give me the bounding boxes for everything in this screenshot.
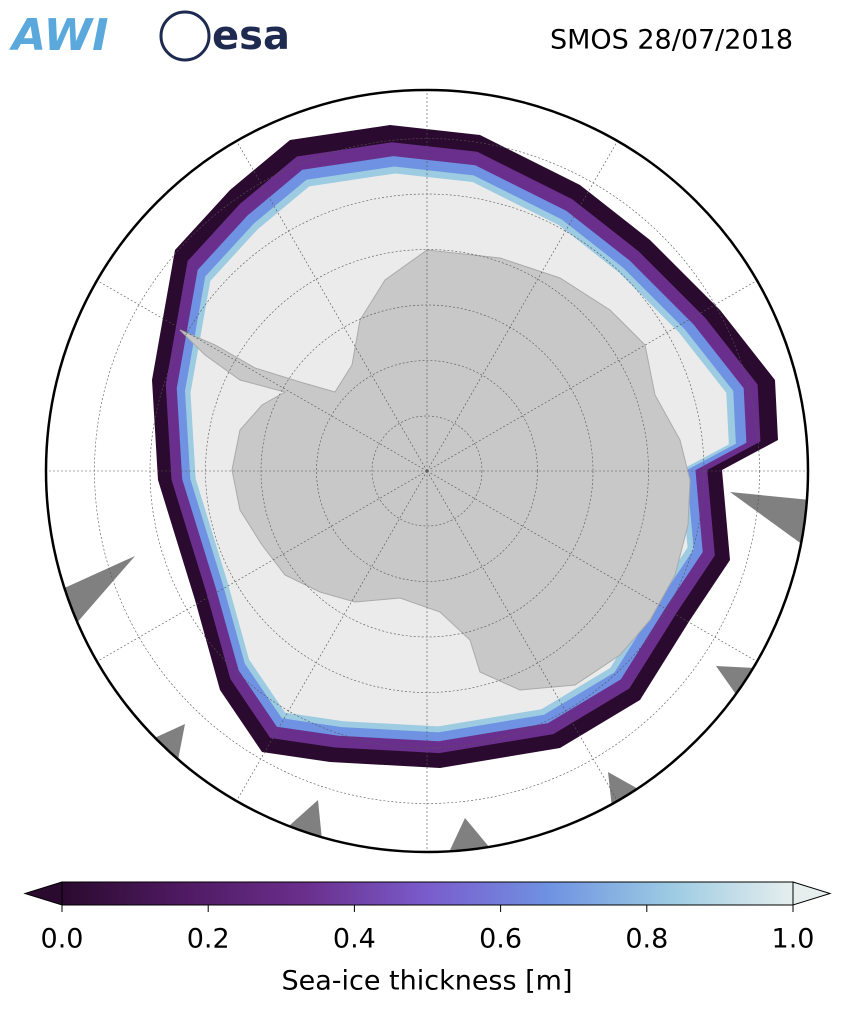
esa-logo: esa [212,13,290,59]
awi-logo: AWI [9,10,109,61]
map-frame [44,88,810,854]
esa-emblem [159,10,211,62]
colorbar-label: Sea-ice thickness [m] [281,966,572,997]
colorbar-tick-label: 0.4 [333,924,376,955]
latitude-line [371,415,483,527]
colorbar-tick-label: 0.0 [41,924,84,955]
colorbar-tick-label: 0.6 [479,924,522,955]
longitude-line [426,270,774,472]
colorbar: 0.0 0.2 0.4 0.6 0.8 1.0 Sea-ice thickness [m] [23,881,832,997]
antarctica [179,249,691,691]
longitude-line [426,470,628,818]
longitude-line [80,470,428,672]
map-title: SMOS 28/07/2018 [550,25,793,56]
longitude-line [226,470,428,818]
colorbar-extend-min [23,881,63,906]
latitude-line [316,360,538,582]
missing-data [60,492,808,850]
colorbar-extend-max [792,881,832,906]
colorbar-tick-label: 1.0 [772,924,815,955]
longitude-line [426,124,628,472]
map [46,90,808,852]
colorbar-tick-label: 0.2 [187,924,230,955]
logos: AWI esa [9,10,290,62]
colorbar-tick-label: 0.8 [625,924,668,955]
longitude-line [226,124,428,472]
longitude-line [80,270,428,472]
graticule [46,90,808,852]
colorbar-ticks: 0.0 0.2 0.4 0.6 0.8 1.0 [41,905,815,955]
longitude-line [426,470,774,672]
colorbar-scale [61,881,794,906]
